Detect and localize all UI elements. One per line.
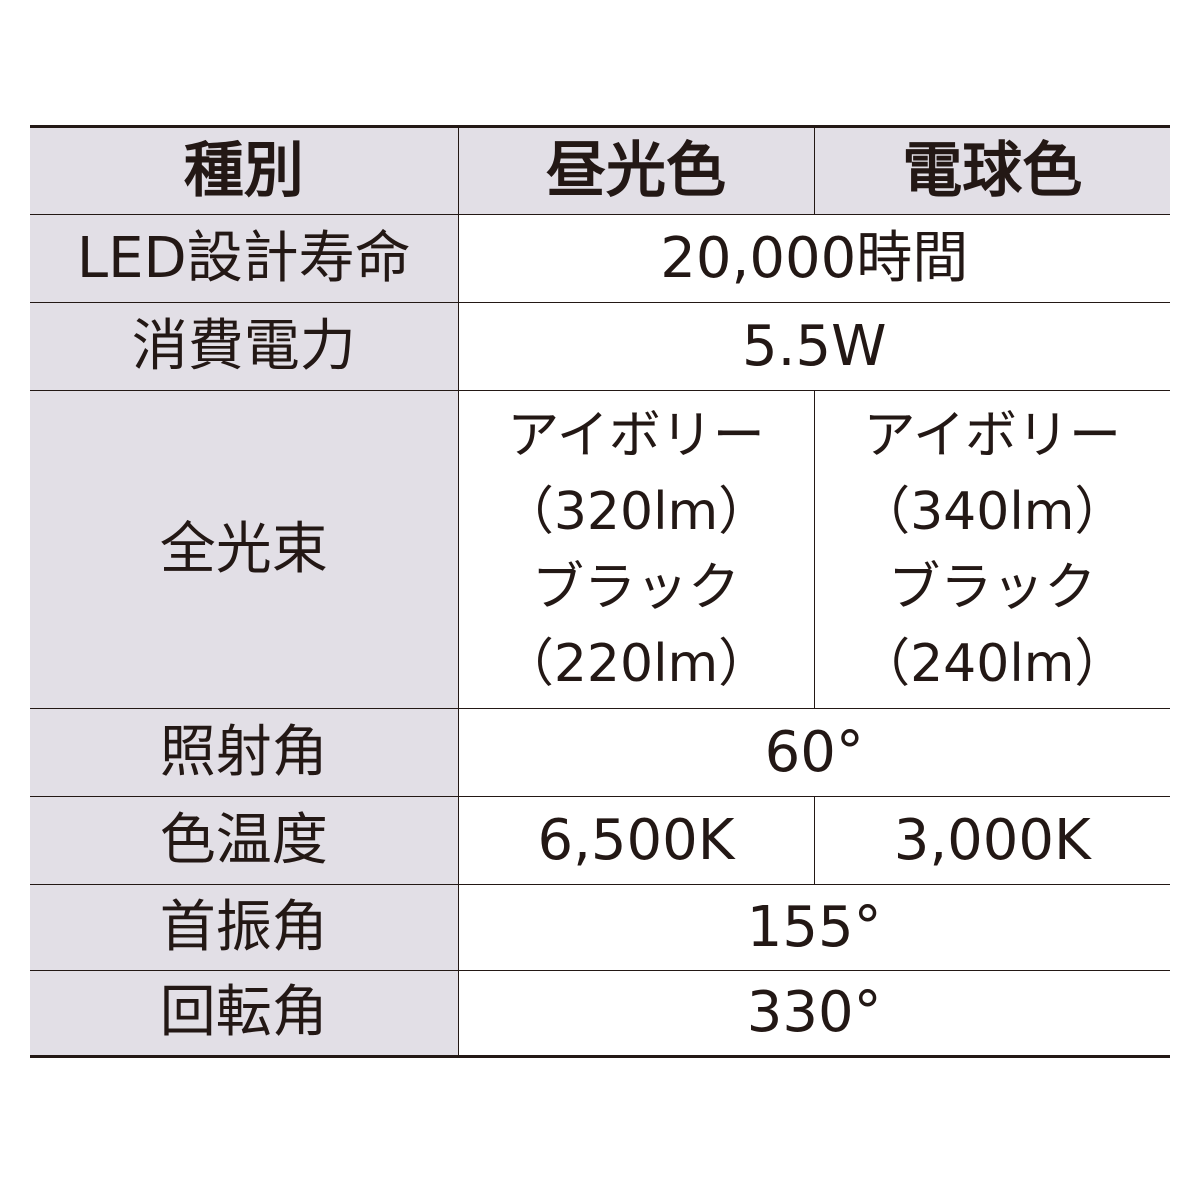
daylight-ivory-lumens: （320lm）: [501, 481, 771, 542]
luminous-flux-warm: アイボリー （340lm） ブラック （240lm）: [813, 390, 1170, 709]
header-row: 種別 昼光色 電球色: [30, 126, 1170, 215]
rotation-angle-value: 330°: [457, 970, 1170, 1057]
color-temperature-label: 色温度: [30, 796, 459, 885]
led-life-label: LED設計寿命: [30, 214, 459, 303]
spec-table: 種別 昼光色 電球色 LED設計寿命 20,000時間 消費電力 5.5W 全光…: [30, 125, 1170, 1058]
table-row-tilt-angle: 首振角 155°: [30, 884, 1170, 971]
luminous-flux-label: 全光束: [30, 390, 459, 709]
table-row-color-temperature: 色温度 6,500K 3,000K: [30, 796, 1170, 885]
table-row-beam-angle: 照射角 60°: [30, 708, 1170, 797]
beam-angle-label: 照射角: [30, 708, 459, 797]
warm-black-label: ブラック: [888, 557, 1097, 618]
table-row-power: 消費電力 5.5W: [30, 302, 1170, 391]
power-label: 消費電力: [30, 302, 459, 391]
beam-angle-value: 60°: [457, 708, 1170, 797]
warm-ivory-lumens: （340lm）: [858, 481, 1127, 542]
tilt-angle-value: 155°: [457, 884, 1170, 971]
warm-black-lumens: （240lm）: [858, 633, 1127, 694]
color-temperature-daylight: 6,500K: [457, 796, 815, 885]
daylight-black-lumens: （220lm）: [501, 633, 771, 694]
power-value: 5.5W: [457, 302, 1170, 391]
luminous-flux-daylight: アイボリー （320lm） ブラック （220lm）: [457, 390, 815, 709]
table-row-rotation-angle: 回転角 330°: [30, 970, 1170, 1057]
tilt-angle-label: 首振角: [30, 884, 459, 971]
daylight-header: 昼光色: [457, 126, 815, 215]
rotation-angle-label: 回転角: [30, 970, 459, 1057]
led-life-value: 20,000時間: [457, 214, 1170, 303]
daylight-ivory-label: アイボリー: [507, 405, 765, 466]
table-row-led-life: LED設計寿命 20,000時間: [30, 214, 1170, 303]
daylight-black-label: ブラック: [531, 557, 740, 618]
warm-ivory-label: アイボリー: [863, 405, 1121, 466]
table-row-luminous-flux: 全光束 アイボリー （320lm） ブラック （220lm） アイボリー （34…: [30, 390, 1170, 709]
color-temperature-warm: 3,000K: [813, 796, 1170, 885]
warm-header: 電球色: [813, 126, 1170, 215]
type-header: 種別: [30, 126, 459, 215]
